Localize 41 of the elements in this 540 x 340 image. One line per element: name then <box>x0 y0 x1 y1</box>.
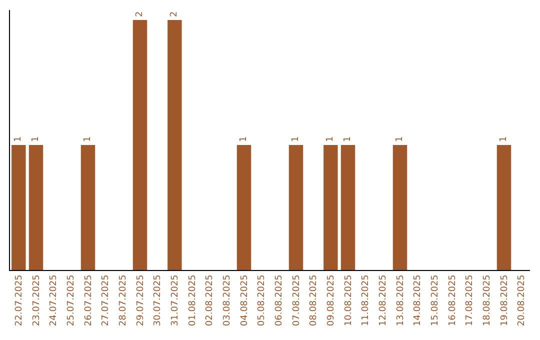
x-tick-label: 23.07.2025 <box>32 274 42 326</box>
data-label: 1 <box>395 136 405 142</box>
data-label: 1 <box>14 136 24 142</box>
x-tick-label: 31.07.2025 <box>170 274 181 326</box>
data-label: 1 <box>239 136 249 142</box>
x-tick-label: 07.08.2025 <box>292 274 302 326</box>
x-tick-label: 09.08.2025 <box>326 274 337 326</box>
data-label: 1 <box>499 136 509 142</box>
x-tick-label: 04.08.2025 <box>240 274 250 326</box>
x-tick-label: 03.08.2025 <box>222 274 233 326</box>
data-label: 1 <box>326 136 336 142</box>
x-tick-label: 14.08.2025 <box>413 274 424 326</box>
x-tick-label: 17.08.2025 <box>465 274 476 326</box>
x-tick-label: 01.08.2025 <box>188 274 198 326</box>
x-tick-label: 06.08.2025 <box>274 274 285 326</box>
x-tick-label: 28.07.2025 <box>118 274 129 326</box>
x-tick-label: 05.08.2025 <box>257 274 268 326</box>
x-tick-label: 13.08.2025 <box>396 274 406 326</box>
x-tick-label: 08.08.2025 <box>309 274 320 326</box>
x-tick-label: 12.08.2025 <box>378 274 389 326</box>
x-tick-label: 27.07.2025 <box>101 274 112 326</box>
x-tick-label: 10.08.2025 <box>344 274 354 326</box>
data-label: 1 <box>343 136 353 142</box>
x-tick-label: 15.08.2025 <box>430 274 441 326</box>
data-label: 1 <box>31 136 41 142</box>
x-tick-label: 30.07.2025 <box>153 274 164 326</box>
x-tick-label: 16.08.2025 <box>448 274 458 326</box>
x-tick-label: 20.08.2025 <box>517 274 528 326</box>
x-tick-label: 02.08.2025 <box>205 274 216 326</box>
data-label: 1 <box>291 136 301 142</box>
data-label: 1 <box>83 136 93 142</box>
x-tick-label: 18.08.2025 <box>482 274 493 326</box>
data-label: 2 <box>135 11 145 17</box>
x-tick-label: 26.07.2025 <box>84 274 94 326</box>
x-tick-label: 29.07.2025 <box>136 274 146 326</box>
x-tick-label: 22.07.2025 <box>14 274 25 326</box>
x-tick-label: 19.08.2025 <box>500 274 510 326</box>
data-label: 2 <box>170 11 180 17</box>
x-tick-label: 24.07.2025 <box>49 274 60 326</box>
x-tick-label: 11.08.2025 <box>361 274 372 326</box>
x-tick-label: 25.07.2025 <box>66 274 77 326</box>
